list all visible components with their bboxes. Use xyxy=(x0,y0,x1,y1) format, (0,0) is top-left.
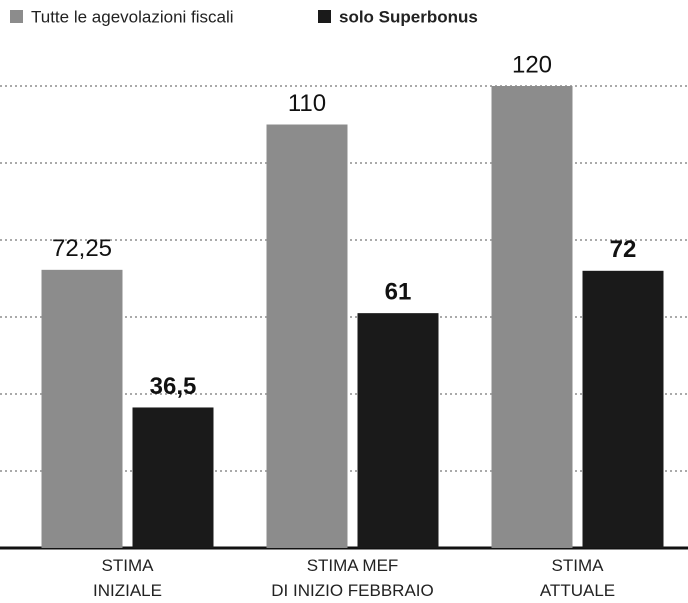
bar xyxy=(266,124,348,548)
x-tick-label: STIMA ATTUALE xyxy=(539,556,616,600)
x-tick-label: STIMA MEF DI INIZIO FEBBRAIO xyxy=(271,556,434,600)
legend-label: Tutte le agevolazioni fiscali xyxy=(31,7,234,26)
legend-swatch xyxy=(10,10,23,23)
bar xyxy=(41,269,123,548)
x-tick-label: STIMA INIZIALE xyxy=(93,556,162,600)
value-label: 110 xyxy=(288,90,326,117)
bar xyxy=(357,313,439,548)
bar xyxy=(132,407,214,548)
value-label: 72,25 xyxy=(52,235,112,262)
legend-label: solo Superbonus xyxy=(339,7,478,26)
bar xyxy=(491,86,573,548)
legend-swatch xyxy=(318,10,331,23)
value-label: 61 xyxy=(385,278,412,305)
value-label: 36,5 xyxy=(150,373,197,400)
bar xyxy=(582,270,664,548)
value-label: 72 xyxy=(610,236,637,263)
value-label: 120 xyxy=(512,51,552,78)
